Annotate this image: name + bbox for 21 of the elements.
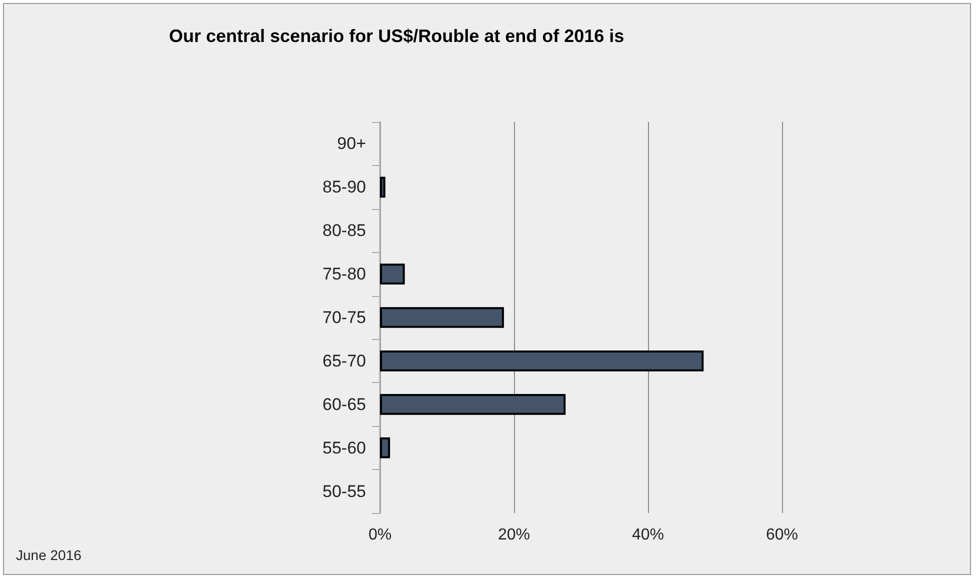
bar xyxy=(380,307,504,328)
x-tick-label: 0% xyxy=(368,526,392,544)
text: June 2016 xyxy=(16,547,82,563)
y-tick-label: 55-60 xyxy=(322,438,366,458)
x-tick-label: 60% xyxy=(766,526,798,544)
bar xyxy=(380,437,390,458)
y-tick-label: 60-65 xyxy=(322,394,366,414)
y-tick-label: 80-85 xyxy=(322,221,366,240)
y-tick-label: 70-75 xyxy=(322,308,366,327)
y-tick-label: 85-90 xyxy=(322,178,366,197)
bar xyxy=(380,394,566,415)
y-tick-label: 75-80 xyxy=(322,264,366,284)
bar xyxy=(380,176,386,198)
x-tick-label: 40% xyxy=(632,526,664,544)
y-tick-label: 65-70 xyxy=(322,351,366,370)
bar xyxy=(380,264,405,284)
bar xyxy=(380,350,704,372)
y-tick-label: 90+ xyxy=(337,134,366,154)
y-tick-label: 50-55 xyxy=(322,482,366,501)
x-tick-label: 20% xyxy=(498,526,530,544)
chart-title: Our central scenario for US$/Rouble at end of 2016 is xyxy=(169,26,624,46)
